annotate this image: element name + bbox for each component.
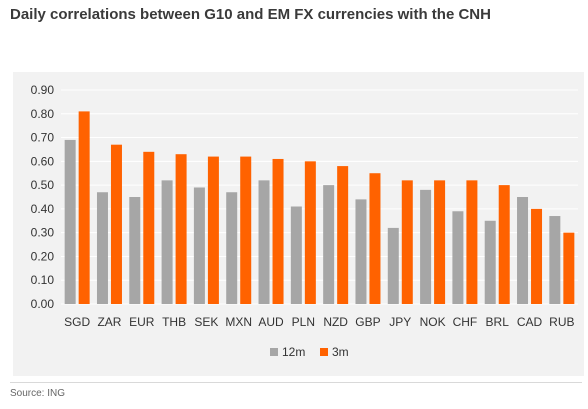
bar-3m-mxn	[240, 156, 252, 304]
x-tick-label: CHF	[453, 315, 478, 329]
x-tick-label: NOK	[420, 315, 446, 329]
y-tick-label: 0.40	[31, 202, 55, 216]
bar-12m-aud	[258, 180, 270, 304]
x-tick-label: SGD	[64, 315, 90, 329]
x-tick-label: JPY	[389, 315, 411, 329]
bar-12m-gbp	[355, 199, 367, 304]
bar-12m-cad	[517, 197, 529, 304]
chart-panel: 0.00 0.10 0.20 0.30 0.40 0.50 0.60 0.70 0.80 0.90…	[13, 72, 584, 376]
y-tick-label: 0.60	[31, 154, 55, 168]
legend-label-3m: 3m	[332, 345, 349, 359]
bar-3m-brl	[498, 185, 510, 304]
bar-12m-sgd	[64, 139, 76, 304]
y-tick-label: 0.80	[31, 107, 55, 121]
x-tick-label: RUB	[549, 315, 574, 329]
legend-label-12m: 12m	[282, 345, 305, 359]
bar-3m-rub	[563, 232, 575, 304]
bar-12m-jpy	[387, 227, 399, 304]
bar-12m-nzd	[323, 185, 335, 304]
x-tick-label: CAD	[517, 315, 543, 329]
bar-12m-zar	[96, 192, 108, 304]
bar-3m-gbp	[369, 173, 381, 304]
bar-3m-sek	[207, 156, 219, 304]
x-tick-label: PLN	[292, 315, 315, 329]
y-tick-label: 0.10	[31, 273, 55, 287]
x-tick-label: GBP	[355, 315, 380, 329]
bar-3m-zar	[110, 144, 122, 304]
bar-3m-eur	[143, 151, 155, 304]
bar-chart: 0.00 0.10 0.20 0.30 0.40 0.50 0.60 0.70 0.80 0.90…	[31, 83, 578, 359]
y-tick-label: 0.70	[31, 131, 55, 145]
y-tick-label: 0.50	[31, 178, 55, 192]
bar-12m-sek	[193, 187, 205, 304]
bar-12m-brl	[484, 220, 496, 304]
y-tick-label: 0.00	[31, 297, 55, 311]
x-tick-label: AUD	[258, 315, 284, 329]
bar-12m-pln	[290, 206, 302, 304]
bar-12m-mxn	[226, 192, 238, 304]
bar-12m-nok	[420, 189, 432, 304]
x-tick-label: NZD	[323, 315, 348, 329]
bar-3m-nok	[434, 180, 446, 304]
source-note: Source: ING	[10, 388, 66, 399]
x-tick-label: SEK	[194, 315, 218, 329]
bar-12m-chf	[452, 211, 464, 304]
bar-3m-nzd	[337, 166, 349, 304]
divider	[10, 382, 582, 383]
bar-3m-pln	[304, 161, 316, 304]
x-tick-label: BRL	[486, 315, 510, 329]
bar-12m-thb	[161, 180, 173, 304]
bar-3m-jpy	[401, 180, 413, 304]
legend-swatch-3m	[320, 348, 328, 356]
y-tick-label: 0.90	[31, 83, 55, 97]
bar-3m-cad	[531, 208, 543, 304]
y-tick-label: 0.20	[31, 249, 55, 263]
bar-3m-thb	[175, 154, 187, 304]
bar-12m-eur	[129, 197, 141, 304]
x-tick-label: MXN	[225, 315, 252, 329]
chart-title: Daily correlations between G10 and EM FX…	[10, 6, 491, 23]
x-tick-label: ZAR	[97, 315, 121, 329]
legend-swatch-12m	[270, 348, 278, 356]
bar-3m-chf	[466, 180, 478, 304]
bar-12m-rub	[549, 216, 561, 304]
x-tick-label: EUR	[129, 315, 155, 329]
x-tick-label: THB	[162, 315, 186, 329]
bar-3m-sgd	[78, 111, 90, 305]
y-tick-label: 0.30	[31, 226, 55, 240]
bar-3m-aud	[272, 158, 284, 304]
